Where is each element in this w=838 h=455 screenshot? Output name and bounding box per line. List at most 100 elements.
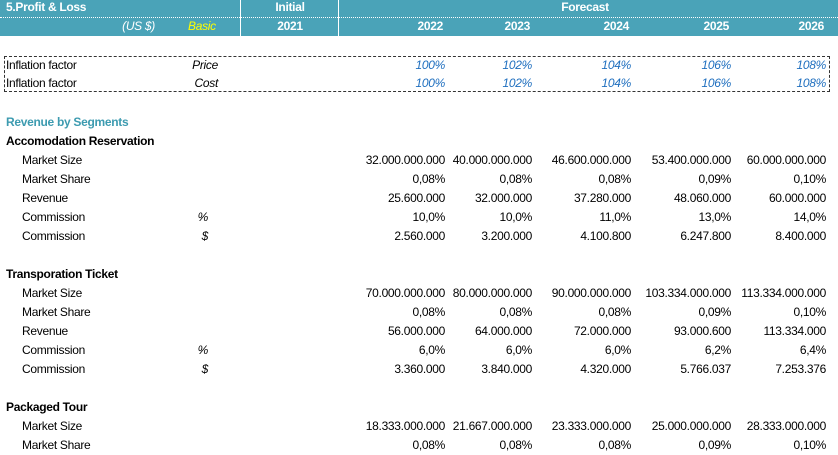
- header-vline: [338, 0, 339, 36]
- year-header: 2022: [417, 19, 444, 33]
- row-label: Revenue: [22, 324, 68, 338]
- cell-value: 72.000.000: [573, 324, 631, 338]
- cell-value: 8.400.000: [775, 229, 826, 243]
- cell-value: 6,0%: [505, 343, 532, 357]
- inflation-value: 102%: [502, 76, 533, 90]
- row-label: Commission: [22, 210, 86, 224]
- year-header: 2021: [277, 19, 303, 33]
- year-header: 2025: [703, 19, 730, 33]
- row-unit: $: [201, 229, 209, 243]
- row-label: Market Share: [22, 172, 91, 186]
- cell-value: 13,0%: [698, 210, 731, 224]
- inflation-value: 106%: [701, 76, 732, 90]
- cell-value: 48.060.000: [673, 191, 731, 205]
- cell-value: 103.334.000.000: [645, 286, 731, 300]
- cell-value: 0,08%: [598, 172, 631, 186]
- cell-value: 4.320.000: [580, 362, 631, 376]
- inflation-value: 108%: [796, 58, 827, 72]
- row-label: Market Size: [22, 286, 83, 300]
- cell-value: 0,08%: [499, 438, 532, 452]
- cell-value: 113.334.000.000: [741, 286, 826, 300]
- row-type: Price: [192, 58, 218, 72]
- inflation-value: 100%: [415, 58, 446, 72]
- cell-value: 37.280.000: [573, 191, 631, 205]
- inflation-value: 106%: [701, 58, 732, 72]
- cell-value: 6,0%: [418, 343, 445, 357]
- cell-value: 53.400.000.000: [651, 153, 732, 167]
- cell-value: 64.000.000: [474, 324, 532, 338]
- cell-value: 18.333.000.000: [365, 419, 446, 433]
- cell-value: 25.600.000: [387, 191, 445, 205]
- row-label: Commission: [22, 229, 86, 243]
- row-label: Market Share: [22, 305, 91, 319]
- cell-value: 7.253.376: [775, 362, 826, 376]
- currency-label: (US $): [122, 19, 155, 33]
- cell-value: 0,08%: [412, 305, 445, 319]
- cell-value: 10,0%: [412, 210, 445, 224]
- cell-value: 0,08%: [499, 305, 532, 319]
- inflation-value: 100%: [415, 76, 446, 90]
- row-label: Market Size: [22, 419, 83, 433]
- inflation-value: 104%: [601, 58, 632, 72]
- cell-value: 0,09%: [698, 305, 731, 319]
- year-header: 2024: [603, 19, 630, 33]
- header-band: [0, 0, 838, 36]
- segment-title: Accomodation Reservation: [6, 134, 155, 148]
- row-label: Inflation factor: [6, 58, 77, 72]
- cell-value: 60.000.000: [768, 191, 826, 205]
- header-vline: [240, 0, 241, 36]
- row-unit: $: [201, 362, 209, 376]
- cell-value: 0,08%: [598, 438, 631, 452]
- cell-value: 93.000.600: [673, 324, 731, 338]
- scenario-label: Basic: [188, 19, 216, 33]
- cell-value: 6,2%: [704, 343, 731, 357]
- cell-value: 0,09%: [698, 172, 731, 186]
- sheet-title: 5.Profit & Loss: [6, 0, 87, 14]
- cell-value: 5.766.037: [680, 362, 731, 376]
- row-label: Revenue: [22, 191, 68, 205]
- inflation-value: 102%: [502, 58, 533, 72]
- cell-value: 60.000.000.000: [746, 153, 827, 167]
- cell-value: 113.334.000: [763, 324, 826, 338]
- cell-value: 10,0%: [499, 210, 532, 224]
- row-type: Cost: [194, 76, 219, 90]
- row-unit: %: [197, 343, 209, 357]
- inflation-value: 104%: [601, 76, 632, 90]
- row-label: Commission: [22, 343, 86, 357]
- forecast-label: Forecast: [561, 0, 609, 14]
- cell-value: 2.560.000: [394, 229, 445, 243]
- cell-value: 25.000.000.000: [651, 419, 732, 433]
- year-header: 2026: [798, 19, 825, 33]
- cell-value: 40.000.000.000: [452, 153, 533, 167]
- cell-value: 0,10%: [793, 438, 826, 452]
- cell-value: 21.667.000.000: [452, 419, 533, 433]
- cell-value: 6,4%: [799, 343, 826, 357]
- cell-value: 14,0%: [793, 210, 826, 224]
- cell-value: 11,0%: [599, 210, 631, 224]
- initial-label: Initial: [275, 0, 305, 14]
- header-divider: [0, 17, 838, 18]
- section-title: Revenue by Segments: [6, 115, 129, 129]
- cell-value: 70.000.000.000: [365, 286, 446, 300]
- inflation-value: 108%: [796, 76, 827, 90]
- segment-title: Packaged Tour: [6, 400, 88, 414]
- row-label: Market Size: [22, 153, 83, 167]
- cell-value: 0,08%: [412, 172, 445, 186]
- year-header: 2023: [504, 19, 531, 33]
- cell-value: 46.600.000.000: [551, 153, 632, 167]
- cell-value: 56.000.000: [387, 324, 445, 338]
- cell-value: 0,08%: [598, 305, 631, 319]
- row-label: Inflation factor: [6, 76, 77, 90]
- segment-title: Transporation Ticket: [6, 267, 118, 281]
- cell-value: 3.840.000: [481, 362, 532, 376]
- cell-value: 32.000.000.000: [365, 153, 446, 167]
- cell-value: 6,0%: [604, 343, 631, 357]
- cell-value: 3.360.000: [394, 362, 445, 376]
- cell-value: 90.000.000.000: [551, 286, 632, 300]
- inflation-box: [4, 56, 830, 92]
- row-unit: %: [197, 210, 209, 224]
- cell-value: 0,10%: [793, 305, 826, 319]
- row-label: Commission: [22, 362, 86, 376]
- cell-value: 32.000.000: [474, 191, 532, 205]
